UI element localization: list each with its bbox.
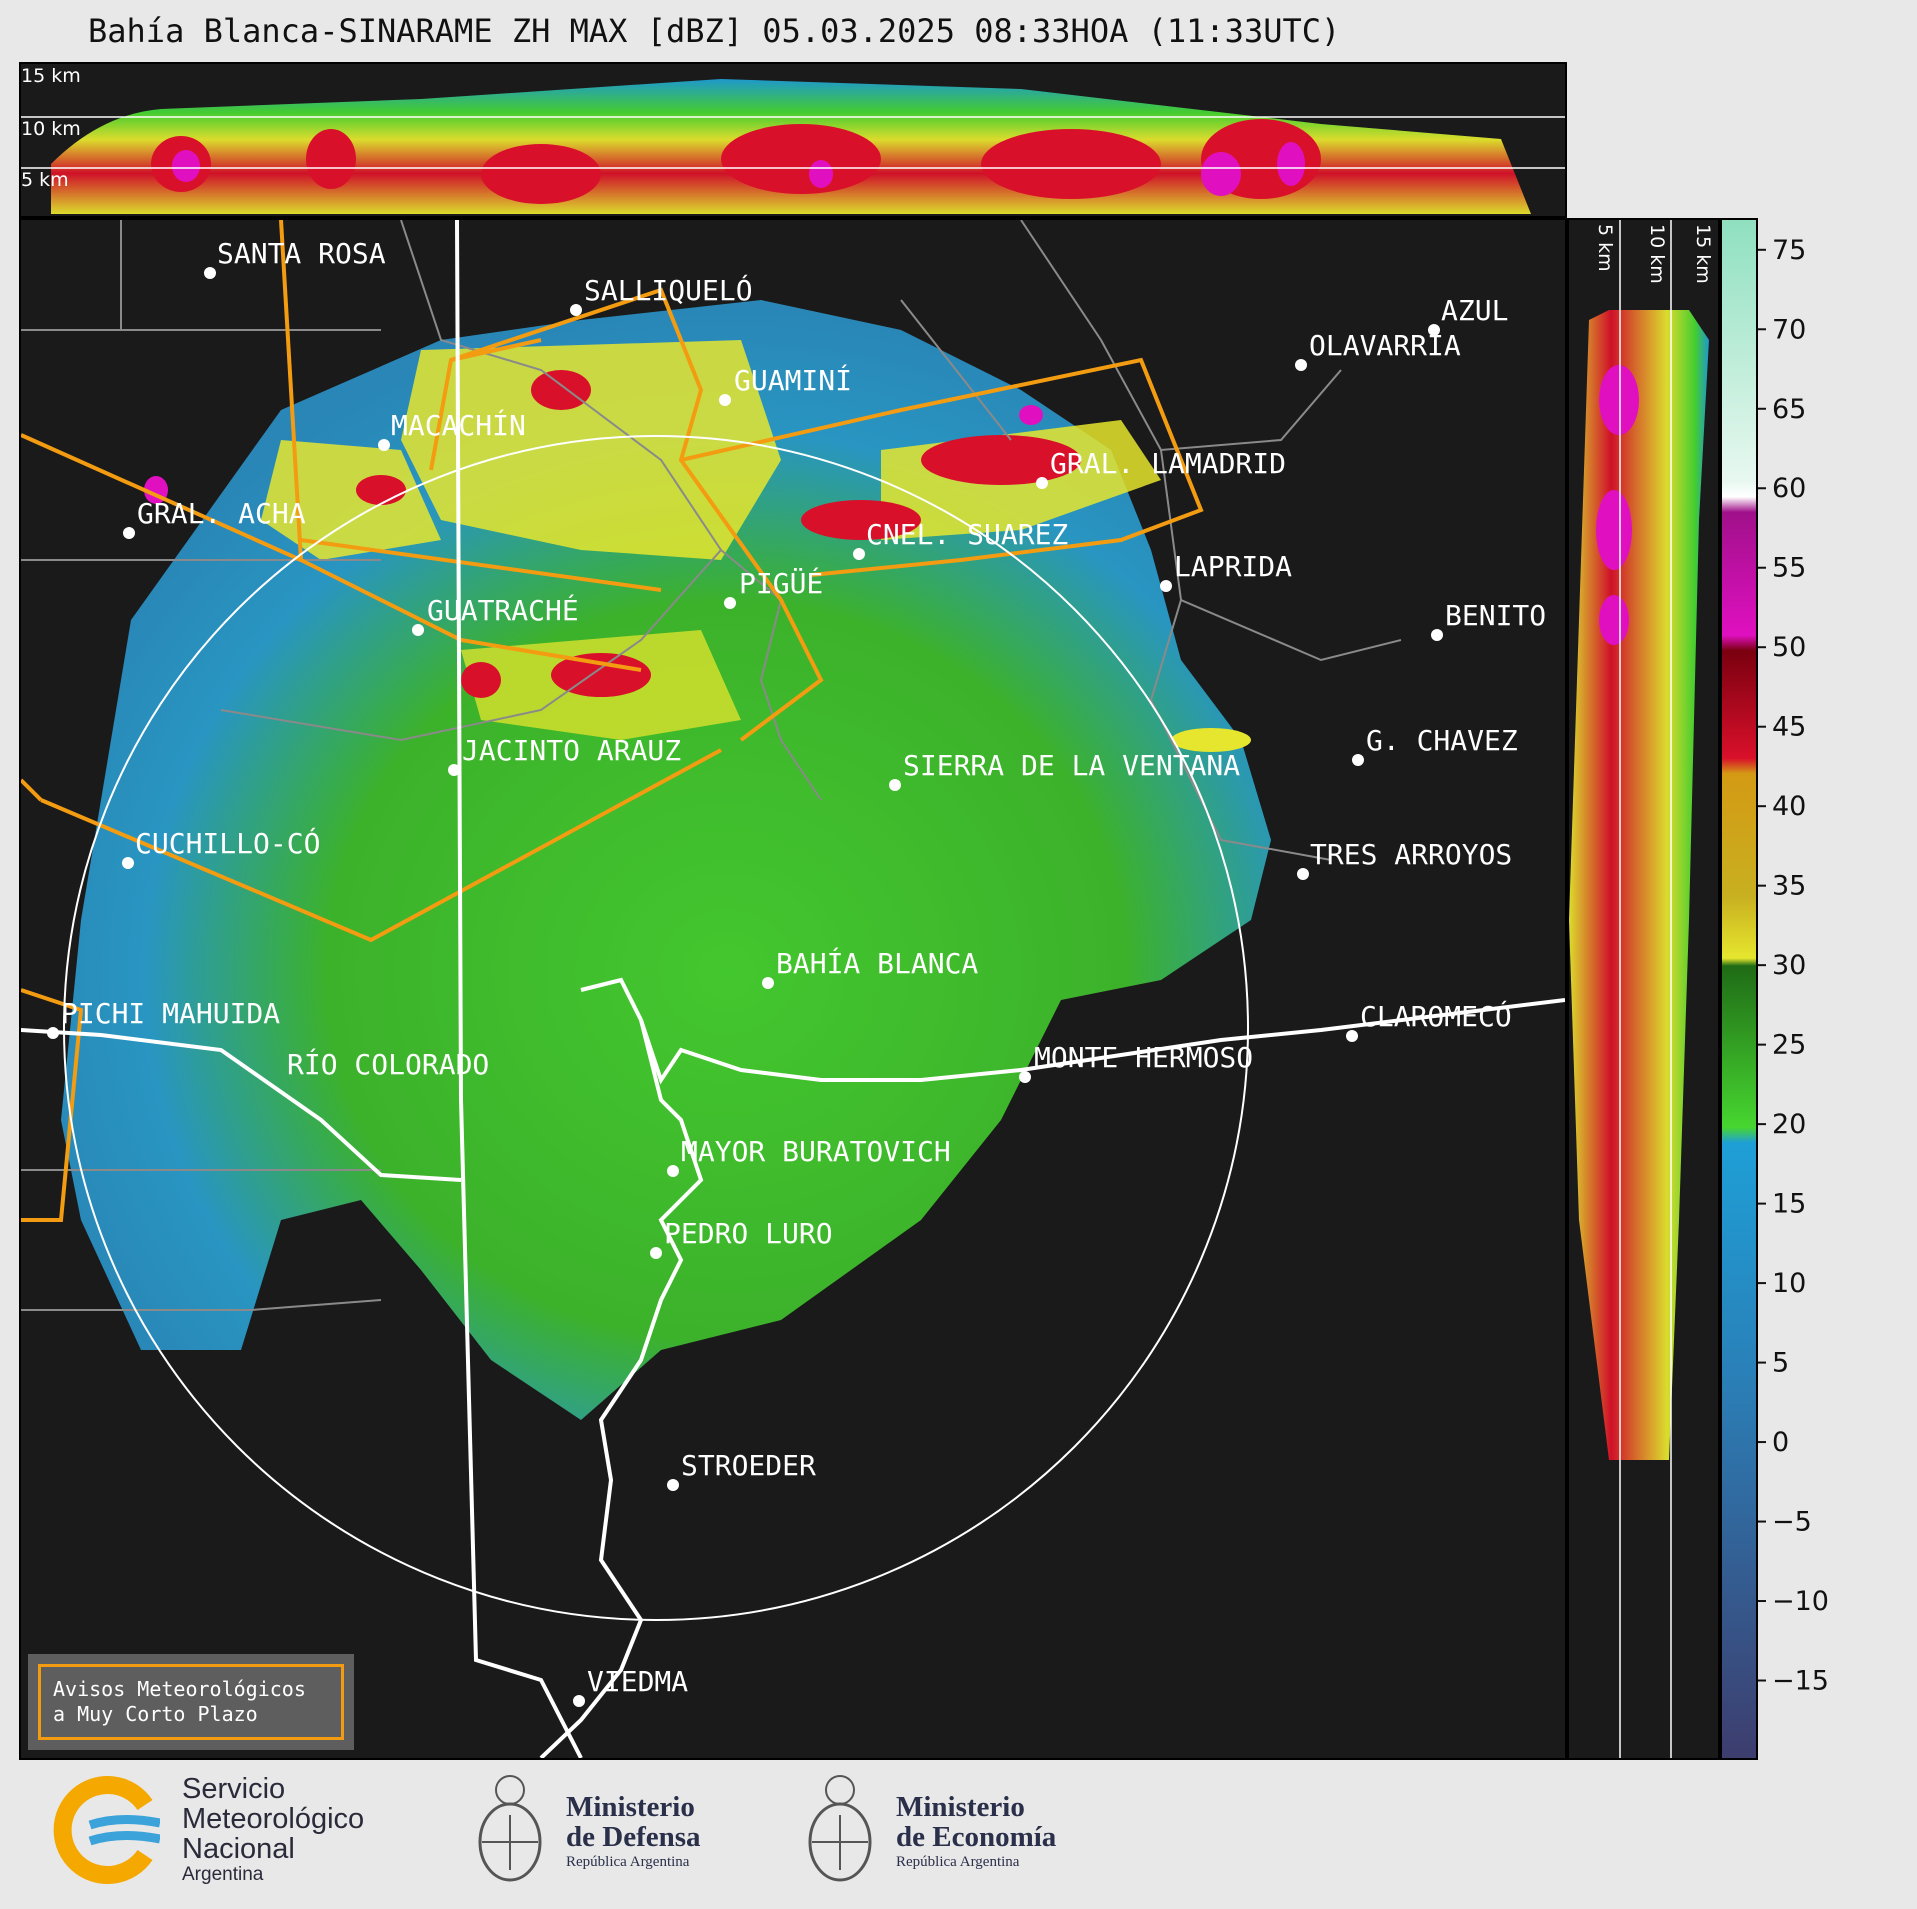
smn-logo-mark: [53, 1776, 160, 1884]
economia-line-3: República Argentina: [896, 1854, 1020, 1870]
city-label-guatrache: GUATRACHÉ: [427, 593, 579, 627]
smn-line-4: Argentina: [182, 1864, 264, 1885]
colorbar-tick-label: 0: [1772, 1427, 1789, 1458]
city-label-stroeder: STROEDER: [681, 1449, 816, 1482]
colorbar-tick-label: 55: [1772, 553, 1806, 584]
colorbar-tick-label: 30: [1772, 950, 1806, 981]
defensa-line-2: de Defensa: [566, 1821, 701, 1853]
side-echo-band: [1569, 310, 1709, 1460]
top-alt-label: 15 km: [21, 65, 81, 87]
colorbar-gradient: [1722, 220, 1756, 1758]
side-alt-label: 15 km: [1692, 224, 1714, 284]
city-label-salliquelo: SALLIQUELÓ: [584, 273, 753, 307]
city-label-cuchillo-co: CUCHILLO-CÓ: [135, 826, 320, 860]
defensa-line-1: Ministerio: [566, 1791, 695, 1823]
city-label-gral-acha: GRAL. ACHA: [137, 497, 306, 530]
alerts-line-1: Avisos Meteorológicos: [53, 1677, 306, 1701]
smn-line-3: Nacional: [182, 1833, 295, 1865]
convective-areas: [144, 340, 1251, 752]
coastline: [539, 977, 1565, 1758]
colorbar-tick-label: 75: [1772, 235, 1806, 266]
city-label-cnel-suarez: CNEL. SUAREZ: [866, 518, 1068, 551]
smn-logo: Servicio Meteorológico Nacional Argentin…: [50, 1770, 410, 1895]
city-label-guamini: GUAMINÍ: [734, 363, 852, 397]
colorbar-tick-label: 65: [1772, 394, 1806, 425]
colorbar-tick-label: 40: [1772, 791, 1806, 822]
city-markers: [47, 267, 1443, 1707]
city-label-pedro-luro: PEDRO LURO: [664, 1217, 833, 1250]
defensa-line-3: República Argentina: [566, 1854, 690, 1870]
city-label-tres-arroyos: TRES ARROYOS: [1310, 838, 1512, 871]
colorbar-tick-label: 70: [1772, 314, 1806, 345]
city-label-benito: BENITO: [1445, 599, 1546, 632]
coat-of-arms-icon: [808, 1775, 872, 1882]
city-label-sierra-de-la-ventana: SIERRA DE LA VENTANA: [903, 749, 1240, 782]
colorbar-tick-label: −5: [1772, 1507, 1812, 1538]
economia-logo: Ministerio de Economía República Argenti…: [800, 1770, 1100, 1895]
city-label-olavarria: OLAVARRÍA: [1309, 328, 1461, 362]
city-label-bahia-blanca: BAHÍA BLANCA: [776, 946, 978, 980]
page-title: Bahía Blanca-SINARAME ZH MAX [dBZ] 05.03…: [88, 12, 1341, 50]
city-label-g-chavez: G. CHAVEZ: [1366, 724, 1518, 757]
smn-line-1: Servicio: [182, 1773, 286, 1805]
side-alt-label: 10 km: [1646, 224, 1668, 284]
colorbar-tick-label: 45: [1772, 712, 1806, 743]
warning-polygons: [21, 220, 1204, 1222]
dbz-colorbar: [1720, 218, 1758, 1760]
side-alt-label: 5 km: [1594, 224, 1616, 272]
smn-line-2: Meteorológico: [182, 1803, 365, 1835]
economia-line-2: de Economía: [896, 1821, 1057, 1853]
city-label-gral-lamadrid: GRAL. LAMADRID: [1050, 447, 1286, 480]
province-border: [455, 220, 583, 1758]
range-ring: [63, 435, 1249, 1621]
alerts-box[interactable]: Avisos Meteorológicos a Muy Corto Plazo: [28, 1654, 354, 1750]
city-label-pigue: PIGÜÉ: [739, 566, 823, 600]
defensa-logo: Ministerio de Defensa República Argentin…: [470, 1770, 770, 1895]
alerts-line-2: a Muy Corto Plazo: [53, 1702, 258, 1726]
colorbar-tick-label: −15: [1772, 1666, 1829, 1697]
city-label-mayor-buratovich: MAYOR BURATOVICH: [681, 1135, 951, 1168]
city-label-macachin: MACACHÍN: [391, 408, 526, 442]
colorbar-tick-label: 50: [1772, 632, 1806, 663]
colorbar-tick-label: 60: [1772, 473, 1806, 504]
city-label-claromeco: CLAROMECÓ: [1360, 999, 1512, 1033]
city-label-viedma: VIEDMA: [587, 1665, 688, 1698]
colorbar-tick-label: 20: [1772, 1109, 1806, 1140]
radar-map-panel: SANTA ROSA SALLIQUELÓ AZUL OLAVARRÍA GUA…: [19, 218, 1567, 1760]
coat-of-arms-icon: [478, 1775, 542, 1882]
colorbar-tick-label: 5: [1772, 1348, 1789, 1379]
side-cross-section-panel: 5 km 10 km 15 km: [1567, 218, 1720, 1760]
city-label-santa-rosa: SANTA ROSA: [217, 237, 386, 270]
city-label-jacinto-arauz: JACINTO ARAUZ: [462, 734, 681, 767]
rio-colorado-river: [21, 1028, 462, 1182]
city-label-monte-hermoso: MONTE HERMOSO: [1034, 1041, 1253, 1074]
colorbar-tick-label: 15: [1772, 1189, 1806, 1220]
colorbar-tick-label: 35: [1772, 871, 1806, 902]
top-alt-label: 5 km: [21, 169, 69, 191]
city-label-laprida: LAPRIDA: [1174, 550, 1292, 583]
city-label-azul: AZUL: [1441, 294, 1508, 327]
colorbar-tick-label: −10: [1772, 1586, 1829, 1617]
top-cross-section-panel: 15 km 10 km 5 km: [19, 62, 1567, 218]
economia-line-1: Ministerio: [896, 1791, 1025, 1823]
colorbar-tick-label: 25: [1772, 1030, 1806, 1061]
city-label-rio-colorado: RÍO COLORADO: [287, 1047, 489, 1081]
city-label-pichi-mahuida: PICHI MAHUIDA: [61, 997, 280, 1030]
colorbar-tick-label: 10: [1772, 1268, 1806, 1299]
echo-coverage: [61, 300, 1271, 1420]
top-alt-label: 10 km: [21, 118, 81, 140]
